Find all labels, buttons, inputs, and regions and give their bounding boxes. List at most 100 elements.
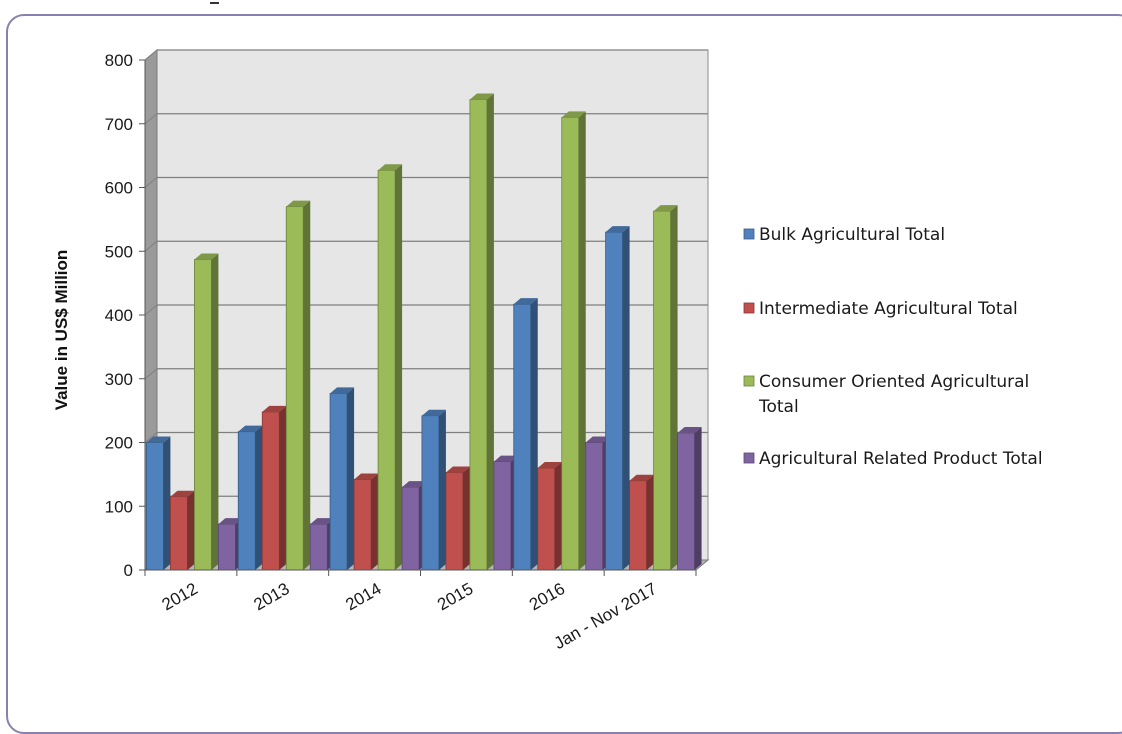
bar xyxy=(329,387,355,571)
y-axis-ticks: 0 100 200 300 400 500 600 700 800 xyxy=(105,51,146,580)
bar-side xyxy=(347,387,355,570)
legend-label: Intermediate Agricultural Total xyxy=(759,299,1018,319)
bar-front xyxy=(513,303,532,571)
gridline-side xyxy=(144,177,158,188)
legend-label: Agricultural Related Product Total xyxy=(759,449,1043,469)
bar-side xyxy=(279,405,287,570)
bar-front xyxy=(605,231,623,571)
bar-front xyxy=(445,472,464,571)
legend-item: Intermediate Agricultural Total xyxy=(743,299,1018,319)
bar xyxy=(170,490,195,571)
y-tick-label: 400 xyxy=(105,306,133,325)
top-dash-mark xyxy=(210,2,219,4)
bar-side xyxy=(371,473,379,570)
bar-top xyxy=(262,405,287,412)
bar-side xyxy=(187,490,195,570)
bar-top xyxy=(310,518,335,525)
legend-label: Bulk Agricultural Total xyxy=(759,225,945,245)
bar xyxy=(513,298,538,571)
gridline-side xyxy=(144,368,158,380)
y-tick-label: 100 xyxy=(105,497,133,516)
x-tick-label: 2016 xyxy=(526,579,568,614)
legend-label: Consumer Oriented Agricultural xyxy=(759,372,1029,392)
y-tick-label: 800 xyxy=(105,51,133,70)
bar-side xyxy=(578,111,586,570)
legend-item: Bulk Agricultural Total xyxy=(743,225,945,245)
x-tick-label: 2013 xyxy=(250,579,292,614)
bar xyxy=(261,405,287,571)
bar-top xyxy=(653,205,678,212)
bar xyxy=(445,466,470,571)
bar-top xyxy=(469,93,494,100)
bar-front xyxy=(194,259,212,571)
bar-top xyxy=(585,436,610,443)
y-tick-label: 500 xyxy=(105,242,133,261)
bar-front xyxy=(561,116,580,571)
bar-side xyxy=(694,426,702,570)
y-axis-label: Value in US$ Million xyxy=(52,250,71,411)
bar xyxy=(146,436,171,571)
y-tick-label: 700 xyxy=(105,115,133,134)
bar xyxy=(377,164,403,571)
bar-side xyxy=(395,164,403,570)
bar-front xyxy=(170,496,188,571)
bar-top xyxy=(421,409,446,416)
bar-front xyxy=(421,415,440,571)
bar-top xyxy=(378,164,403,171)
bar-front xyxy=(329,393,348,571)
bar-front xyxy=(353,479,372,571)
bar xyxy=(237,425,263,571)
bar xyxy=(653,205,678,571)
bar-side xyxy=(622,226,630,570)
bar-side xyxy=(211,253,219,570)
bar-top xyxy=(218,518,243,525)
bar-side xyxy=(530,298,538,570)
bar-top xyxy=(402,481,427,488)
bar-side xyxy=(646,474,654,570)
x-tick-label: 2012 xyxy=(159,579,201,614)
bar-top xyxy=(330,387,355,394)
bar-front xyxy=(285,206,304,571)
y-tick-label: 300 xyxy=(105,370,133,389)
bar-top xyxy=(513,298,538,305)
x-tick-label: Jan - Nov 2017 xyxy=(551,579,660,653)
bar-top xyxy=(354,473,379,480)
bar-top xyxy=(629,474,654,481)
bar-front xyxy=(261,411,280,571)
bar-top xyxy=(677,426,702,433)
bar xyxy=(677,426,702,571)
gridline-side xyxy=(144,304,158,316)
bar xyxy=(537,462,562,571)
bar xyxy=(469,93,494,571)
legend: Bulk Agricultural Total Intermediate Agri… xyxy=(743,225,1043,469)
bar-front xyxy=(377,169,396,571)
bar-side xyxy=(462,466,470,570)
gridline-side xyxy=(144,240,158,252)
x-tick-label: 2015 xyxy=(434,579,476,614)
legend-swatch xyxy=(743,452,755,464)
bar-side xyxy=(670,205,678,570)
bar-side xyxy=(486,93,494,571)
bar xyxy=(629,474,654,571)
bar-top xyxy=(445,466,470,473)
bar-top xyxy=(537,462,562,468)
bar-front xyxy=(629,480,647,571)
bar-side xyxy=(163,436,171,570)
legend-label: Total xyxy=(758,397,799,417)
bar-side xyxy=(255,425,263,570)
bar-side xyxy=(438,409,446,570)
gridline-side xyxy=(144,49,158,61)
legend-item: Agricultural Related Product Total xyxy=(743,449,1043,469)
bar-top xyxy=(146,436,171,443)
legend-item: Consumer Oriented Agricultural Total xyxy=(743,372,1029,417)
bar-top xyxy=(238,425,263,432)
bar-front xyxy=(493,461,512,571)
bar-front xyxy=(537,467,556,571)
bar-front xyxy=(469,99,488,571)
bar-front xyxy=(237,431,256,571)
bar xyxy=(353,473,379,571)
bar xyxy=(605,226,630,571)
bar-top xyxy=(286,200,311,207)
bar xyxy=(194,253,219,571)
